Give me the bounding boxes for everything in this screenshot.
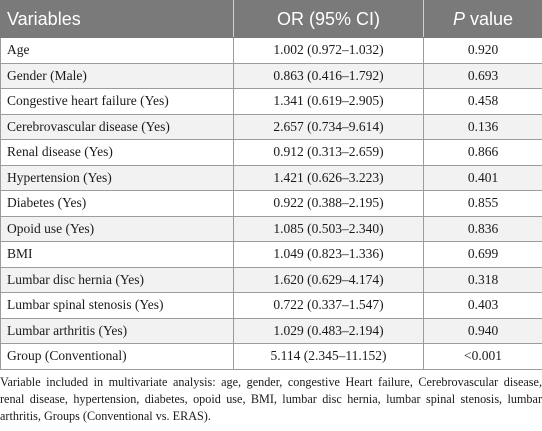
table-body: Age 1.002 (0.972–1.032) 0.920 Gender (Male)… [0,37,542,370]
table-row: Group (Conventional) 5.114 (2.345–11.152)… [0,343,542,370]
table-row: Lumbar spinal stenosis (Yes) 0.722 (0.337… [0,292,542,319]
cell-odds-ratio: 1.620 (0.629–4.174) [233,266,424,293]
cell-odds-ratio: 1.029 (0.483–2.194) [233,317,424,344]
cell-p-value: 0.920 [423,37,542,64]
cell-odds-ratio: 1.341 (0.619–2.905) [233,88,424,115]
cell-variable: Lumbar arthritis (Yes) [0,317,234,344]
table-row: Opoid use (Yes) 1.085 (0.503–2.340) 0.836 [0,215,542,242]
table-row: Renal disease (Yes) 0.912 (0.313–2.659) 0.… [0,139,542,166]
cell-variable: Age [0,37,234,64]
header-or-ci: OR (95% CI) [233,0,424,38]
cell-variable: Renal disease (Yes) [0,139,234,166]
cell-variable: Hypertension (Yes) [0,164,234,191]
table-row: Age 1.002 (0.972–1.032) 0.920 [0,37,542,64]
cell-odds-ratio: 1.002 (0.972–1.032) [233,37,424,64]
table-row: Gender (Male) 0.863 (0.416–1.792) 0.693 [0,62,542,89]
cell-p-value: 0.855 [423,190,542,217]
cell-p-value: 0.401 [423,164,542,191]
cell-variable: Lumbar disc hernia (Yes) [0,266,234,293]
header-p-word: value [464,8,514,29]
cell-variable: BMI [0,241,234,268]
table-header-row: Variables OR (95% CI) P value [0,0,542,38]
cell-p-value: 0.318 [423,266,542,293]
cell-odds-ratio: 1.049 (0.823–1.336) [233,241,424,268]
cell-p-value: 0.458 [423,88,542,115]
results-table-container: Variables OR (95% CI) P value Age 1.002 (… [0,0,542,370]
header-p-value: P value [423,0,542,38]
table-row: BMI 1.049 (0.823–1.336) 0.699 [0,241,542,268]
table-row: Cerebrovascular disease (Yes) 2.657 (0.73… [0,113,542,140]
cell-variable: Lumbar spinal stenosis (Yes) [0,292,234,319]
cell-p-value: <0.001 [423,343,542,370]
cell-odds-ratio: 0.722 (0.337–1.547) [233,292,424,319]
cell-variable: Opoid use (Yes) [0,215,234,242]
cell-p-value: 0.866 [423,139,542,166]
cell-odds-ratio: 0.912 (0.313–2.659) [233,139,424,166]
header-p-letter: P [452,8,465,29]
cell-variable: Gender (Male) [0,62,234,89]
cell-odds-ratio: 5.114 (2.345–11.152) [233,343,424,370]
cell-p-value: 0.836 [423,215,542,242]
table-footnote: Variable included in multivariate analys… [0,375,542,423]
cell-variable: Group (Conventional) [0,343,234,370]
cell-p-value: 0.136 [423,113,542,140]
cell-p-value: 0.699 [423,241,542,268]
table-row: Hypertension (Yes) 1.421 (0.626–3.223) 0.4… [0,164,542,191]
table-row: Lumbar arthritis (Yes) 1.029 (0.483–2.194… [0,317,542,344]
cell-p-value: 0.403 [423,292,542,319]
header-variables: Variables [0,0,234,38]
table-row: Diabetes (Yes) 0.922 (0.388–2.195) 0.855 [0,190,542,217]
cell-p-value: 0.693 [423,62,542,89]
cell-variable: Congestive heart failure (Yes) [0,88,234,115]
cell-variable: Diabetes (Yes) [0,190,234,217]
cell-odds-ratio: 0.863 (0.416–1.792) [233,62,424,89]
odds-ratio-table: Variables OR (95% CI) P value Age 1.002 (… [0,0,542,370]
cell-odds-ratio: 1.421 (0.626–3.223) [233,164,424,191]
cell-p-value: 0.940 [423,317,542,344]
cell-odds-ratio: 2.657 (0.734–9.614) [233,113,424,140]
cell-odds-ratio: 1.085 (0.503–2.340) [233,215,424,242]
table-row: Lumbar disc hernia (Yes) 1.620 (0.629–4.1… [0,266,542,293]
table-row: Congestive heart failure (Yes) 1.341 (0.6… [0,88,542,115]
cell-odds-ratio: 0.922 (0.388–2.195) [233,190,424,217]
cell-variable: Cerebrovascular disease (Yes) [0,113,234,140]
